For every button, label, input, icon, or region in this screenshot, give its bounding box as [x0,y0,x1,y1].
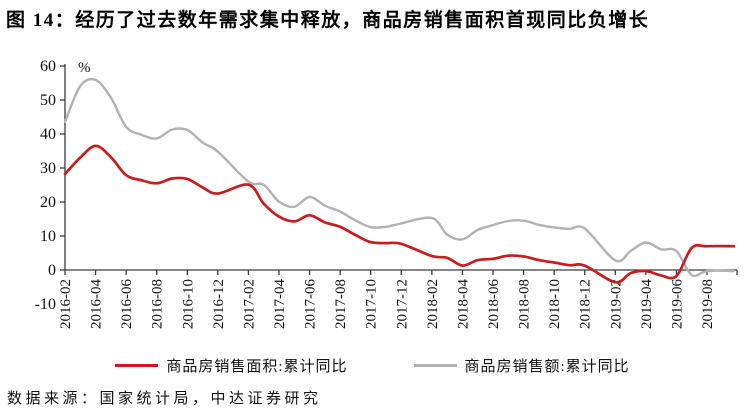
x-tick-label: 2018-04 [455,279,471,329]
x-tick-label: 2018-06 [486,279,502,329]
red-line-swatch-icon [115,363,159,367]
x-tick-label: 2018-02 [425,279,441,329]
y-tick-label: 40 [40,126,56,143]
y-tick-label: -10 [35,296,56,313]
x-tick-label: 2018-08 [517,279,533,329]
x-tick-label: 2016-04 [89,279,105,329]
y-tick-label: 30 [40,160,56,177]
chart-plot-group: 60 50 40 30 20 10 0 -10 2016-02 2016-04 2016-06 201… [35,58,738,329]
data-source-note: 数据来源：国家统计局，中达证券研究 [7,391,322,407]
x-tick-label: 2017-10 [364,279,380,329]
y-tick-label: 60 [40,58,56,75]
axis-lines [64,64,737,271]
x-tick-label: 2019-02 [608,279,624,329]
figure-title: 图 14：经历了过去数年需求集中释放，商品房销售面积首现同比负增长 [6,10,650,31]
gray-line-swatch-icon [413,363,457,367]
x-tick-label: 2016-10 [180,279,196,329]
x-tick-label: 2017-12 [394,279,410,329]
x-tick-label: 2016-12 [211,279,227,329]
x-tick-label: 2018-12 [578,279,594,329]
x-tick-label: 2017-02 [241,279,257,329]
x-tick-label: 2017-08 [333,279,349,329]
x-tick-label: 2017-06 [303,279,319,329]
legend-label-sales-value: 商品房销售额:累计同比 [464,358,630,375]
series-line-sales-value [63,77,736,278]
chart-legend: 商品房销售面积:累计同比 商品房销售额:累计同比 [0,353,745,377]
x-tick-label: 2016-06 [119,279,135,329]
series-line-sales-area [63,144,736,284]
x-tick-label: 2019-08 [700,279,716,329]
x-tick-label: 2019-06 [669,279,685,329]
x-tick-label: 2018-10 [547,279,563,329]
x-tick-label: 2016-02 [58,279,74,329]
y-tick-label: 50 [40,92,56,109]
y-tick-label: 20 [40,194,56,211]
chart-svg: % 60 50 40 30 20 10 0 -10 2016-02 2016-04 2016-06 2… [35,58,738,329]
legend-item-sales-value: 商品房销售额:累计同比 [413,355,630,376]
x-tick-label: 2017-04 [272,279,288,329]
y-axis-unit-label: % [78,60,91,76]
legend-item-sales-area: 商品房销售面积:累计同比 [115,355,347,376]
x-tick-label: 2019-04 [639,279,655,329]
y-tick-label: 0 [48,262,56,279]
x-tick-label: 2016-08 [150,279,166,329]
legend-label-sales-area: 商品房销售面积:累计同比 [166,358,348,375]
y-tick-label: 10 [40,228,56,245]
